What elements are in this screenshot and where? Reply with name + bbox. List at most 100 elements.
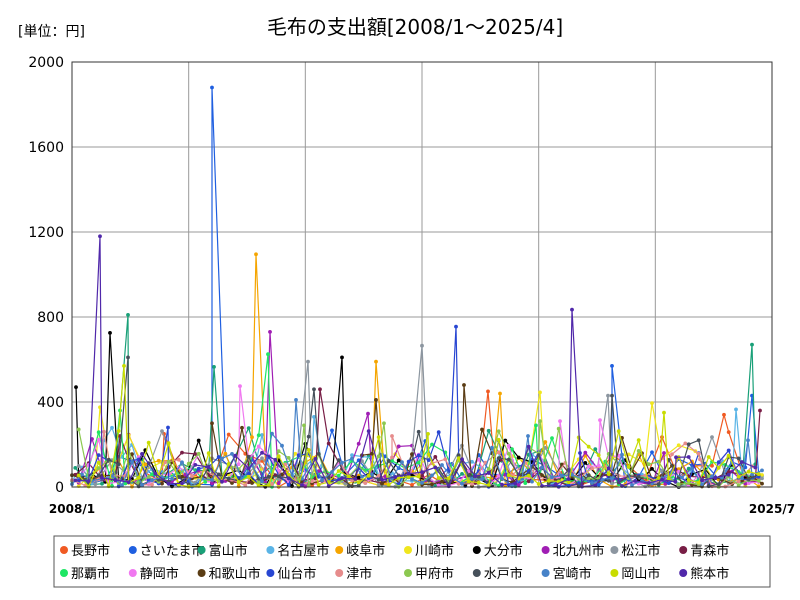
data-point — [366, 473, 371, 478]
data-point — [746, 477, 751, 482]
legend-label: 川崎市 — [415, 543, 454, 559]
y-tick-label: 400 — [37, 395, 64, 411]
data-point — [610, 481, 614, 486]
data-point — [266, 352, 270, 357]
data-point — [433, 455, 438, 459]
data-point — [206, 465, 211, 469]
data-point — [486, 389, 490, 394]
data-point — [586, 464, 591, 469]
data-point — [150, 472, 154, 477]
data-point — [256, 460, 261, 464]
data-point — [710, 474, 714, 479]
data-point — [506, 473, 511, 478]
data-point — [606, 466, 611, 471]
data-point — [306, 359, 310, 364]
data-point — [370, 472, 374, 477]
data-point — [610, 393, 614, 398]
data-point — [736, 483, 741, 488]
data-point — [643, 484, 648, 489]
data-point — [650, 467, 654, 471]
data-point — [538, 419, 542, 423]
data-point — [516, 483, 521, 487]
data-point — [583, 450, 588, 455]
data-point — [756, 472, 761, 476]
data-point — [416, 460, 421, 465]
data-point — [376, 473, 381, 478]
data-point — [696, 480, 701, 485]
data-point — [98, 234, 102, 239]
data-point — [596, 453, 601, 457]
series-15 — [70, 429, 754, 489]
series-17 — [76, 355, 761, 489]
data-point — [503, 438, 508, 443]
data-point — [276, 474, 281, 479]
data-point — [210, 481, 214, 486]
data-point — [534, 423, 538, 428]
data-point — [336, 480, 341, 485]
data-point — [500, 482, 504, 487]
data-point — [460, 472, 464, 476]
data-point — [294, 398, 298, 402]
y-tick-label: 1200 — [28, 225, 64, 241]
data-point — [510, 447, 514, 451]
data-point — [246, 426, 251, 430]
data-point — [543, 440, 548, 444]
data-point — [206, 451, 211, 456]
data-point — [586, 444, 591, 449]
data-point — [126, 355, 130, 360]
data-point — [96, 437, 101, 442]
data-point — [696, 451, 701, 456]
data-point — [700, 478, 704, 483]
data-point — [566, 477, 571, 481]
legend-label: 富山市 — [209, 543, 248, 559]
data-point — [410, 477, 414, 482]
data-point — [650, 450, 654, 455]
data-point — [238, 384, 242, 388]
data-point — [526, 479, 531, 484]
legend-marker — [541, 569, 550, 577]
data-point — [636, 449, 641, 453]
data-point — [523, 481, 528, 485]
data-point — [180, 460, 184, 465]
data-point — [260, 450, 264, 455]
data-point — [646, 481, 651, 485]
legend-marker — [335, 546, 344, 554]
data-point — [336, 458, 341, 462]
data-point — [276, 468, 281, 473]
legend-marker — [128, 569, 137, 577]
data-point — [130, 460, 134, 465]
data-point — [483, 460, 488, 465]
legend-item: 甲府市 — [404, 566, 454, 582]
data-point — [382, 421, 386, 426]
data-point — [486, 483, 491, 487]
data-point — [690, 466, 694, 471]
legend-label: さいたま市 — [140, 543, 205, 559]
data-point — [466, 479, 471, 484]
data-point — [106, 457, 111, 462]
y-axis: 0 400 800 1200 1600 2000 — [28, 55, 64, 496]
data-point — [246, 455, 251, 459]
data-point — [566, 480, 571, 485]
data-point — [476, 480, 481, 485]
data-point — [374, 359, 378, 364]
data-point — [440, 479, 444, 484]
data-point — [556, 426, 561, 431]
data-point — [433, 465, 438, 470]
data-point — [713, 475, 718, 480]
data-point — [330, 428, 334, 433]
data-point — [506, 443, 511, 448]
data-point — [726, 470, 731, 474]
legend-marker — [197, 569, 206, 577]
legend-marker — [541, 546, 550, 554]
data-point — [753, 465, 758, 470]
data-point — [558, 419, 562, 423]
legend-item: 名古屋市 — [266, 543, 329, 559]
data-point — [293, 451, 298, 456]
legend-label: 長野市 — [71, 543, 110, 559]
data-point — [356, 480, 361, 485]
legend-label: 仙台市 — [277, 566, 316, 582]
data-point — [96, 453, 101, 457]
data-point — [180, 450, 184, 455]
legend-item: 青森市 — [679, 543, 729, 559]
legend-label: 水戸市 — [484, 566, 523, 582]
